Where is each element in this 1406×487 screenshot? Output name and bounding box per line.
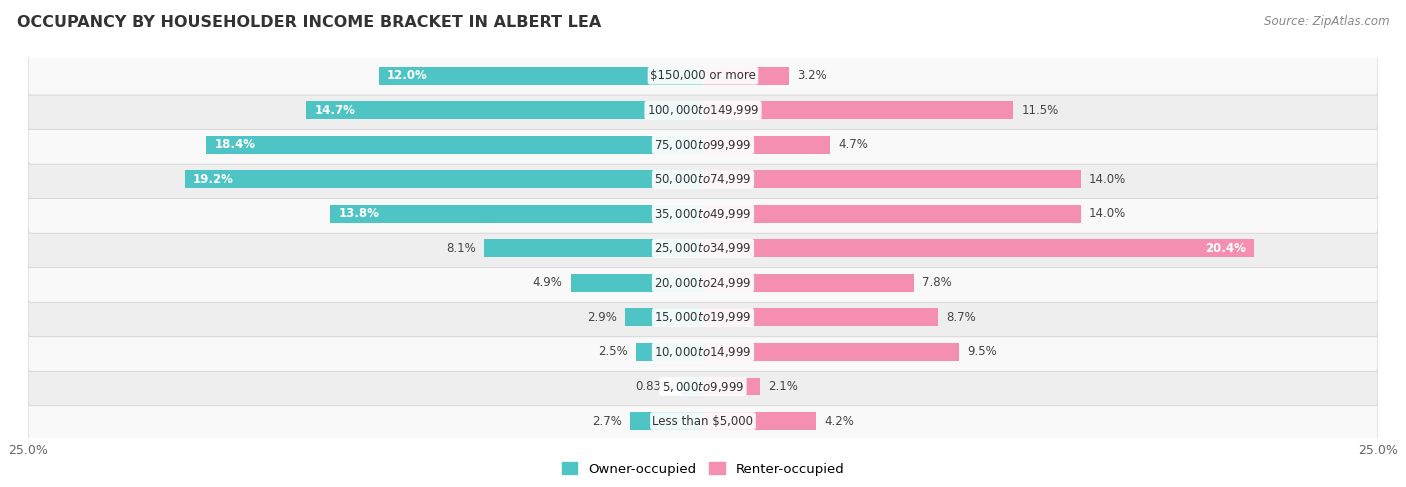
Text: 20.4%: 20.4% [1205, 242, 1246, 255]
Bar [703, 67, 789, 85]
FancyBboxPatch shape [28, 402, 1378, 440]
Legend: Owner-occupied, Renter-occupied: Owner-occupied, Renter-occupied [557, 457, 849, 481]
Text: 9.5%: 9.5% [967, 345, 997, 358]
Text: 2.1%: 2.1% [768, 380, 797, 393]
Bar [703, 101, 1014, 119]
Text: $5,000 to $9,999: $5,000 to $9,999 [662, 379, 744, 393]
FancyBboxPatch shape [28, 298, 1378, 337]
Bar [624, 308, 703, 326]
Text: 3.2%: 3.2% [797, 69, 827, 82]
Bar [703, 274, 914, 292]
Text: OCCUPANCY BY HOUSEHOLDER INCOME BRACKET IN ALBERT LEA: OCCUPANCY BY HOUSEHOLDER INCOME BRACKET … [17, 15, 602, 30]
Bar [681, 377, 703, 395]
FancyBboxPatch shape [28, 229, 1378, 268]
Text: 14.7%: 14.7% [315, 104, 356, 117]
Text: 2.9%: 2.9% [586, 311, 617, 324]
Bar [703, 308, 938, 326]
Text: 4.2%: 4.2% [824, 414, 855, 428]
Text: $20,000 to $24,999: $20,000 to $24,999 [654, 276, 752, 290]
Bar [703, 343, 959, 361]
Text: 8.7%: 8.7% [946, 311, 976, 324]
Bar [703, 412, 817, 430]
Bar [484, 240, 703, 257]
Text: 18.4%: 18.4% [214, 138, 256, 151]
Text: $10,000 to $14,999: $10,000 to $14,999 [654, 345, 752, 359]
Bar [703, 170, 1081, 188]
Text: 2.5%: 2.5% [598, 345, 627, 358]
Text: 0.83%: 0.83% [636, 380, 672, 393]
FancyBboxPatch shape [28, 160, 1378, 199]
Text: $15,000 to $19,999: $15,000 to $19,999 [654, 310, 752, 324]
Text: 12.0%: 12.0% [387, 69, 427, 82]
Text: 19.2%: 19.2% [193, 173, 233, 186]
Bar [207, 136, 703, 154]
Text: 13.8%: 13.8% [339, 207, 380, 220]
FancyBboxPatch shape [28, 263, 1378, 302]
Bar [636, 343, 703, 361]
Text: 2.7%: 2.7% [592, 414, 621, 428]
Text: 8.1%: 8.1% [447, 242, 477, 255]
Text: Source: ZipAtlas.com: Source: ZipAtlas.com [1264, 15, 1389, 28]
Text: 11.5%: 11.5% [1022, 104, 1059, 117]
FancyBboxPatch shape [28, 333, 1378, 371]
Text: 14.0%: 14.0% [1090, 173, 1126, 186]
Bar [184, 170, 703, 188]
Text: $100,000 to $149,999: $100,000 to $149,999 [647, 103, 759, 117]
Bar [330, 205, 703, 223]
Bar [571, 274, 703, 292]
Text: $35,000 to $49,999: $35,000 to $49,999 [654, 207, 752, 221]
FancyBboxPatch shape [28, 126, 1378, 164]
Text: $75,000 to $99,999: $75,000 to $99,999 [654, 138, 752, 152]
FancyBboxPatch shape [28, 194, 1378, 233]
Bar [703, 136, 830, 154]
Text: $150,000 or more: $150,000 or more [650, 69, 756, 82]
Text: 14.0%: 14.0% [1090, 207, 1126, 220]
Text: 7.8%: 7.8% [922, 277, 952, 289]
Text: $25,000 to $34,999: $25,000 to $34,999 [654, 242, 752, 255]
Text: Less than $5,000: Less than $5,000 [652, 414, 754, 428]
Text: $50,000 to $74,999: $50,000 to $74,999 [654, 172, 752, 187]
FancyBboxPatch shape [28, 91, 1378, 130]
Bar [703, 377, 759, 395]
FancyBboxPatch shape [28, 56, 1378, 95]
Bar [380, 67, 703, 85]
Bar [703, 240, 1254, 257]
Bar [307, 101, 703, 119]
Text: 4.9%: 4.9% [533, 277, 562, 289]
Bar [630, 412, 703, 430]
Bar [703, 205, 1081, 223]
Text: 4.7%: 4.7% [838, 138, 868, 151]
FancyBboxPatch shape [28, 367, 1378, 406]
